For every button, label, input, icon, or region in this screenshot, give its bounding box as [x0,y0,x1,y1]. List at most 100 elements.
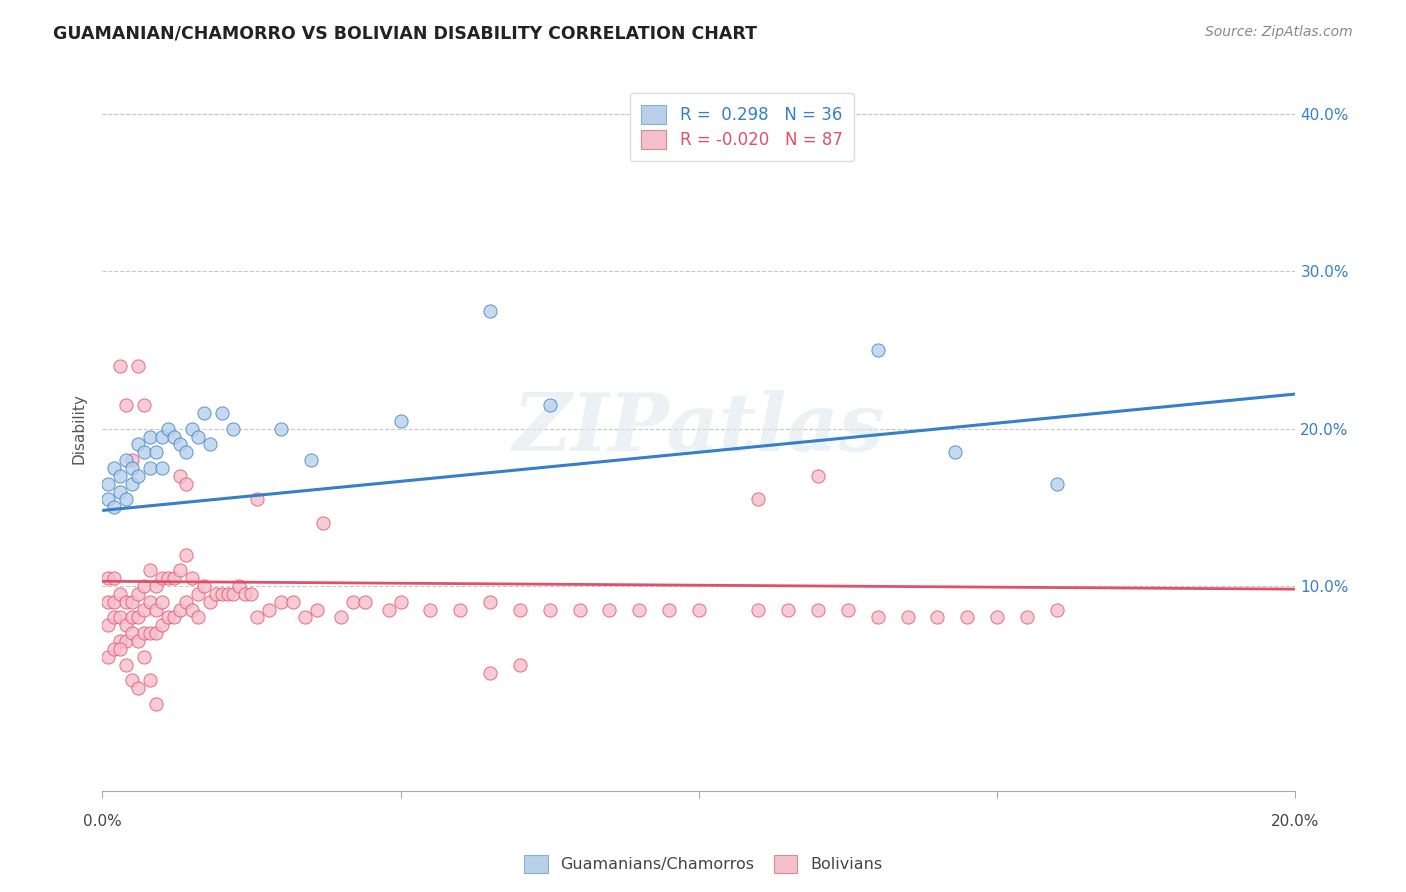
Point [127,437,149,451]
Point [97,492,120,507]
Point [145,602,167,616]
Point [305,602,328,616]
Point [156,610,179,624]
Point [837,602,859,616]
Point [927,610,949,624]
Point [628,602,651,616]
Point [174,548,197,562]
Point [299,453,322,467]
Point [150,461,173,475]
Point [127,468,149,483]
Point [97,595,120,609]
Point [945,445,967,459]
Text: ZIPatlas: ZIPatlas [513,390,884,467]
Point [97,571,120,585]
Point [139,626,162,640]
Point [449,602,471,616]
Point [1015,610,1038,624]
Point [150,429,173,443]
Point [688,602,710,616]
Point [211,587,233,601]
Point [139,595,162,609]
Point [132,579,155,593]
Point [538,398,561,412]
Point [658,602,681,616]
Point [1046,476,1069,491]
Point [222,587,245,601]
Point [204,587,226,601]
Point [377,602,399,616]
Point [180,602,202,616]
Point [211,406,233,420]
Point [246,610,269,624]
Point [807,602,830,616]
Point [108,587,131,601]
Point [139,563,162,577]
Point [115,492,138,507]
Point [108,634,131,648]
Point [132,602,155,616]
Point [97,476,120,491]
Point [187,587,209,601]
Point [180,422,202,436]
Point [986,610,1008,624]
Text: 20.0%: 20.0% [1271,814,1320,830]
Point [108,641,131,656]
Point [956,610,979,624]
Point [139,673,162,688]
Point [389,595,412,609]
Point [115,618,138,632]
Point [747,492,769,507]
Point [115,634,138,648]
Point [187,610,209,624]
Point [281,595,304,609]
Point [156,422,179,436]
Point [127,359,149,373]
Point [150,618,173,632]
Legend: Guamanians/Chamorros, Bolivians: Guamanians/Chamorros, Bolivians [517,848,889,880]
Legend: R =  0.298   N = 36, R = -0.020   N = 87: R = 0.298 N = 36, R = -0.020 N = 87 [630,93,855,161]
Point [1046,602,1069,616]
Point [145,697,167,711]
Point [132,626,155,640]
Point [187,429,209,443]
Point [108,468,131,483]
Point [598,602,620,616]
Y-axis label: Disability: Disability [72,393,86,464]
Point [115,657,138,672]
Point [121,461,143,475]
Point [217,587,239,601]
Point [389,414,412,428]
Point [127,587,149,601]
Point [163,429,186,443]
Point [312,516,335,530]
Point [103,461,125,475]
Point [108,610,131,624]
Point [121,476,143,491]
Point [145,579,167,593]
Point [240,587,263,601]
Point [174,445,197,459]
Point [329,610,352,624]
Point [115,398,138,412]
Point [538,602,561,616]
Point [270,422,292,436]
Point [235,587,257,601]
Point [156,571,179,585]
Point [479,595,502,609]
Point [132,445,155,459]
Point [145,626,167,640]
Point [121,673,143,688]
Point [103,595,125,609]
Text: 0.0%: 0.0% [83,814,121,830]
Point [246,492,269,507]
Point [115,453,138,467]
Point [479,303,502,318]
Point [509,602,531,616]
Point [139,461,162,475]
Point [132,398,155,412]
Point [866,610,889,624]
Point [479,665,502,680]
Point [163,571,186,585]
Point [121,610,143,624]
